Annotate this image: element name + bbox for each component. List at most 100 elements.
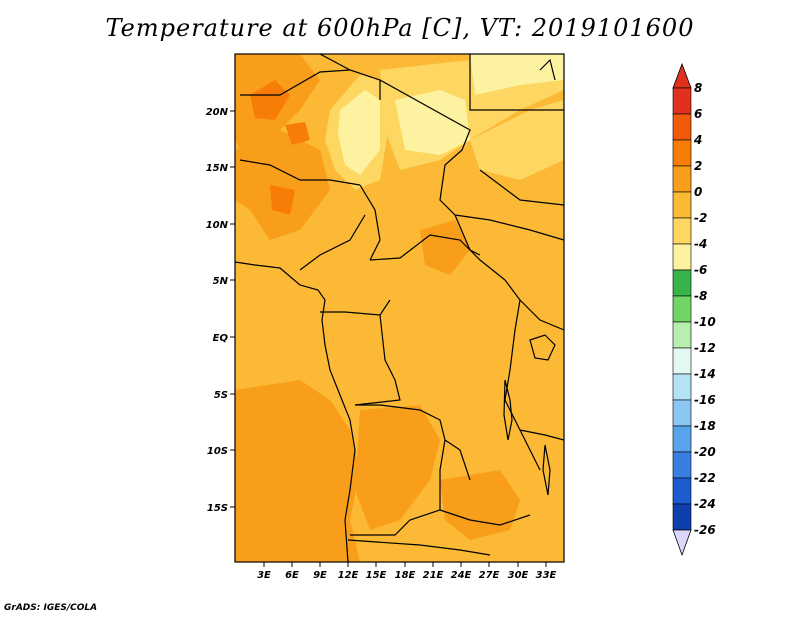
colorbar-label-m8: -8 [694,289,707,303]
field-region-4-6-c [270,185,295,215]
lon-label-18e: 18E [395,570,416,581]
field-region-cold-ne [395,90,470,155]
colorbar-seg-m14-m16 [672,373,692,401]
red-sea-coast [539,58,556,81]
lon-label-3e: 3E [257,570,271,581]
field-region-2-4-southcentral [355,405,440,530]
colorbar-seg-m10-m12 [672,321,692,349]
map-frame [234,53,565,563]
colorbar-label-m20: -20 [694,445,716,459]
lake-malawi [542,444,551,496]
colorbar-label-m26: -26 [694,523,716,537]
field-region-2-4-central [420,220,470,275]
lon-label-33e: 33E [536,570,557,581]
colorbar-label-m16: -16 [694,393,716,407]
colorbar-seg-m2-m4 [672,217,692,245]
colorbar-seg-4-2 [672,139,692,167]
lon-label-27e: 27E [479,570,500,581]
field-region-cool-east [470,100,564,180]
field-region-2-4-west [235,130,330,240]
longitude-axis: 3E 6E 9E 12E 15E 18E 21E 24E 27E 30E 33E [257,562,557,581]
colorbar-seg-8-6 [672,87,692,115]
border-angola-zambia [350,439,446,536]
border-cameroon-south [320,299,391,316]
border-angola-drc [355,404,471,481]
border-chad-cameroon [359,184,381,261]
colorbar-over-arrow [672,62,692,89]
lon-label-6e: 6E [285,570,299,581]
lake-tanganyika [503,379,513,441]
lat-label-10s: 10S [207,446,228,457]
colorbar-seg-m12-m14 [672,347,692,375]
country-borders [235,54,564,562]
lat-label-eq: EQ [213,333,229,344]
field-region-cold-north [338,90,380,175]
colorbar-seg-6-4 [672,113,692,141]
colorbar-seg-m20-m22 [672,451,692,479]
colorbar-label-0: 0 [694,185,702,199]
coastline-west [235,261,356,562]
lon-label-12e: 12E [338,570,359,581]
colorbar-seg-m4-m6 [672,243,692,271]
border-zambia-south [439,509,531,526]
colorbar-under-arrow [672,529,692,557]
colorbar-label-8: 8 [694,81,702,95]
lon-label-15e: 15E [366,570,387,581]
border-ethiopia [479,169,564,206]
border-congo [354,314,401,406]
border-car [369,234,506,281]
border-algeria-niger [240,69,351,96]
colorbar-label-m12: -12 [694,341,716,355]
colorbar-label-2: 2 [694,159,702,173]
border-south [347,539,491,556]
border-libya-niger [319,54,381,100]
colorbar-label-6: 6 [694,107,702,121]
colorbar-label-m22: -22 [694,471,716,485]
border-nigeria-cameroon [299,214,366,271]
border-uganda-kenya [519,299,564,331]
lat-label-10n: 10N [206,220,229,231]
border-tanzania [519,429,564,441]
colorbar-seg-m24-m26 [672,503,692,531]
border-sudan-ssudan [454,214,564,241]
colorbar-label-4: 4 [693,133,702,147]
colorbar-seg-2-0 [672,165,692,193]
field-region-2-4-southeast [440,470,520,540]
colorbar-label-m24: -24 [694,497,716,511]
colorbar-seg-m8-m10 [672,295,692,323]
lon-label-30e: 30E [508,570,529,581]
field-region-4-6-a [250,80,290,120]
colorbar: 8 6 4 2 0 -2 -4 -6 -8 -10 -12 -14 -16 -1… [672,62,716,557]
latitude-axis: 20N 15N 10N 5N EQ 5S 10S 15S [206,107,235,514]
border-drc-east [504,279,541,471]
field-region-cold-corner [470,54,564,95]
lat-label-5s: 5S [214,390,228,401]
colorbar-label-m6: -6 [694,263,707,277]
colorbar-seg-0-m2 [672,191,692,219]
colorbar-label-m10: -10 [694,315,716,329]
grads-credit: GrADS: IGES/COLA [4,603,98,613]
lat-label-20n: 20N [206,107,229,118]
lake-victoria [529,334,556,361]
colorbar-seg-m16-m18 [672,399,692,427]
border-egypt-sudan [469,54,564,111]
field-region-2-4-south [235,380,360,562]
lon-label-24e: 24E [451,570,472,581]
lon-label-9e: 9E [313,570,327,581]
lat-label-15s: 15S [207,503,228,514]
lat-label-5n: 5N [213,276,229,287]
field-region-4-6-b [285,122,310,145]
colorbar-seg-m18-m20 [672,425,692,453]
colorbar-label-m18: -18 [694,419,716,433]
colorbar-seg-m22-m24 [672,477,692,505]
lon-label-21e: 21E [423,570,444,581]
temperature-field [235,54,564,562]
border-niger-nigeria [239,159,361,186]
colorbar-seg-m6-m8 [672,269,692,297]
colorbar-label-m4: -4 [694,237,707,251]
lat-label-15n: 15N [206,163,229,174]
colorbar-label-m14: -14 [694,367,716,381]
border-chad-east [379,79,481,256]
map-title: Temperature at 600hPa [C], VT: 201910160… [105,14,695,42]
